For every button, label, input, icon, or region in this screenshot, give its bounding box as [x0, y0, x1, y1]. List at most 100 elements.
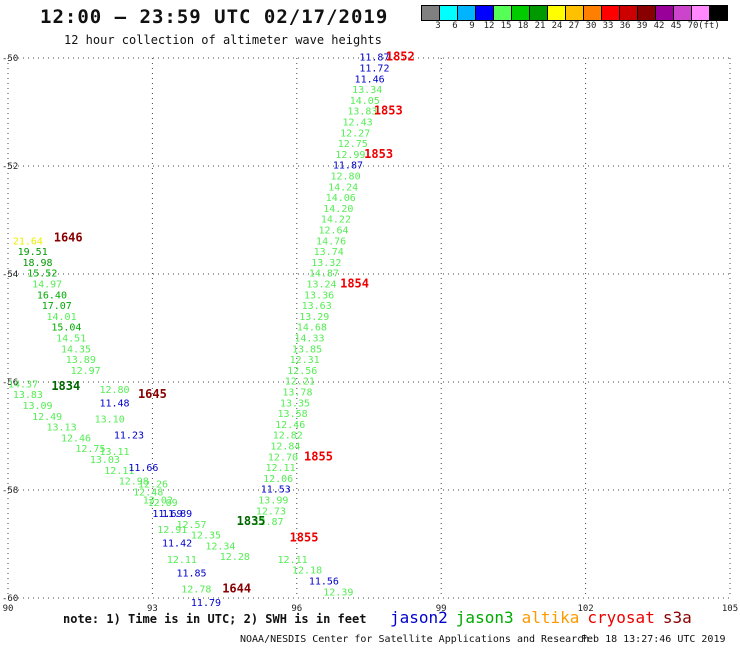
satellite-name: cryosat [587, 608, 655, 627]
wave-height-value: 12.49 [32, 412, 62, 423]
generated-timestamp: Feb 18 13:27:46 UTC 2019 [581, 634, 726, 645]
wave-height-value: 14.35 [61, 344, 91, 355]
wave-height-value: 14.01 [47, 312, 77, 323]
wave-height-value: 13.03 [90, 455, 120, 466]
wave-height-value: 12.64 [318, 226, 348, 237]
wave-height-value: 14.87 [309, 269, 339, 280]
lon-tick-label: 105 [722, 604, 738, 614]
wave-height-value: 12.56 [287, 366, 317, 377]
wave-height-value: 11.69 [152, 509, 182, 520]
wave-height-value: 12.09 [148, 498, 178, 509]
wave-height-value: 12.11 [266, 463, 296, 474]
map-title: 12:00 – 23:59 UTC 02/17/2019 [40, 6, 389, 28]
wave-height-value: 12.31 [290, 355, 320, 366]
wave-height-value: 13.83 [347, 107, 377, 118]
wave-height-value: 12.99 [335, 150, 365, 161]
wave-height-value: 13.78 [282, 388, 312, 399]
wave-height-value: 13.63 [302, 301, 332, 312]
wave-height-value: 12.97 [71, 366, 101, 377]
pass-time-label: 1853 [374, 104, 403, 118]
pass-time-label: 1835 [237, 514, 266, 528]
wave-height-value: 13.11 [99, 447, 129, 458]
wave-height-value: 11.87 [359, 53, 389, 64]
wave-height-value: 12.11 [104, 466, 134, 477]
wave-height-value: 11.85 [176, 568, 206, 579]
legend-label: 15 [500, 21, 512, 31]
legend-label: 70 [687, 21, 699, 31]
lon-tick-label: 99 [436, 604, 447, 614]
legend-label: 30 [585, 21, 597, 31]
lat-tick-label: -56 [2, 378, 18, 388]
wave-height-value: 13.85 [292, 344, 322, 355]
wave-height-value: 13.10 [95, 415, 125, 426]
pass-time-label: 1646 [54, 231, 83, 245]
wave-height-value: 14.05 [350, 96, 380, 107]
wave-height-value: 14.51 [56, 334, 86, 345]
legend-label: 9 [469, 21, 475, 31]
wave-height-value: 14.37 [8, 379, 38, 390]
wave-height-value: 11.79 [191, 598, 221, 609]
wave-height-value: 12.06 [263, 474, 293, 485]
lon-tick-label: 96 [291, 604, 302, 614]
wave-height-value: 12.78 [181, 585, 211, 596]
wave-height-value: 12.91 [157, 525, 187, 536]
wave-height-value: 11.56 [309, 577, 339, 588]
wave-height-value: 14.97 [32, 280, 62, 291]
wave-height-value: 12.28 [220, 552, 250, 563]
wave-height-value: 12.46 [275, 420, 305, 431]
lat-tick-label: -58 [2, 486, 18, 496]
legend-swatch [709, 5, 728, 21]
wave-height-value: 12.82 [273, 431, 303, 442]
wave-height-value: 12.26 [138, 479, 168, 490]
wave-height-value: 14.20 [323, 204, 353, 215]
legend-label: 42 [653, 21, 665, 31]
color-scale-labels: 3 6 9 12 15 18 21 24 27 30 33 36 39 42 45 70 (ft) [421, 21, 740, 35]
wave-height-value: 11.72 [359, 64, 389, 75]
legend-label: 21 [534, 21, 546, 31]
legend-label: (ft) [698, 21, 720, 31]
wave-height-value: 12.43 [343, 118, 373, 129]
wave-height-value: 15.04 [51, 323, 81, 334]
wave-height-value: 13.13 [47, 423, 77, 434]
wave-height-value: 11.42 [162, 539, 192, 550]
lat-tick-label: -54 [2, 270, 18, 280]
wave-height-value: 18.98 [22, 258, 52, 269]
wave-height-value: 14.76 [316, 236, 346, 247]
wave-height-value: 12.70 [268, 452, 298, 463]
wave-height-value: 12.87 [253, 517, 283, 528]
wave-height-value: 21.64 [13, 236, 43, 247]
legend-label: 6 [452, 21, 458, 31]
map-subtitle: 12 hour collection of altimeter wave hei… [64, 33, 382, 47]
legend-label: 18 [517, 21, 529, 31]
pass-time-labels: 1852 1853 1853 1854 1855 1855 1646 1834 1645 1835… [51, 50, 414, 596]
pass-time-label: 1645 [138, 387, 167, 401]
wave-height-value: 13.35 [280, 398, 310, 409]
pass-time-label: 1834 [51, 379, 80, 393]
wave-height-value: 12.27 [340, 128, 370, 139]
wave-height-value: 11.89 [162, 509, 192, 520]
wave-height-value: 11.53 [261, 485, 291, 496]
map-grid [7, 57, 731, 599]
satellite-name: jason2 [390, 608, 448, 627]
wave-height-value: 15.52 [27, 269, 57, 280]
wave-height-value: 13.09 [22, 401, 52, 412]
wave-height-value: 12.21 [285, 377, 315, 388]
legend-label: 36 [619, 21, 631, 31]
wave-height-value: 11.87 [333, 161, 363, 172]
satellite-name: jason3 [455, 608, 514, 627]
wave-height-value: 12.73 [256, 506, 286, 517]
lat-tick-label: -60 [2, 594, 18, 604]
wave-height-value: 13.36 [304, 290, 334, 301]
wave-height-value: 13.32 [311, 258, 341, 269]
wave-height-value: 13.29 [299, 312, 329, 323]
legend-label: 33 [602, 21, 614, 31]
wave-height-value: 14.68 [297, 323, 327, 334]
lat-tick-label: -50 [2, 54, 18, 64]
wave-height-value: 11.48 [99, 398, 129, 409]
wave-height-value: 12.11 [278, 555, 308, 566]
pass-time-label: 1855 [304, 449, 333, 463]
satellite-name: altika [521, 608, 580, 627]
legend-label: 39 [636, 21, 648, 31]
wave-height-value: 12.18 [292, 566, 322, 577]
